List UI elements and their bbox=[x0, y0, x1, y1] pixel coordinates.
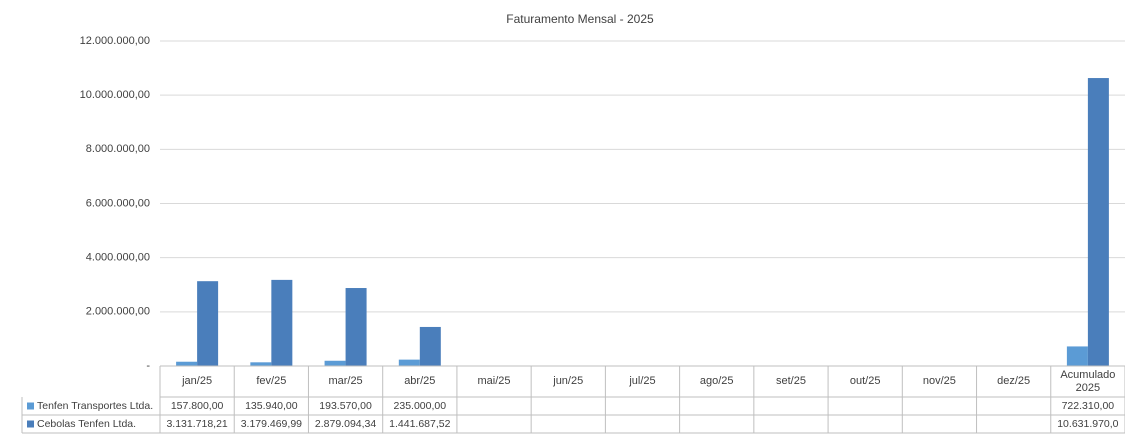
legend-swatch bbox=[27, 420, 34, 428]
table-value: 235.000,00 bbox=[394, 400, 447, 412]
chart-title: Faturamento Mensal - 2025 bbox=[506, 12, 654, 26]
x-tick-label: jan/25 bbox=[182, 375, 213, 387]
bar bbox=[250, 362, 272, 366]
x-tick-label: nov/25 bbox=[922, 375, 956, 387]
bar bbox=[1066, 346, 1088, 366]
table-value: 722.310,00 bbox=[1062, 400, 1115, 412]
x-tick-label: dez/25 bbox=[997, 375, 1031, 387]
x-tick-label-box: jul/25 bbox=[629, 375, 656, 387]
x-tick-label-box: out/25 bbox=[849, 375, 881, 387]
y-tick-label: 6.000.000,00 bbox=[86, 197, 150, 209]
x-tick-label-box: mai/25 bbox=[477, 375, 511, 387]
x-tick-label: abr/25 bbox=[404, 375, 436, 387]
x-tick-label: mar/25 bbox=[328, 375, 363, 387]
y-tick-label: 12.000.000,00 bbox=[80, 35, 150, 47]
x-tick-label-box: fev/25 bbox=[256, 375, 287, 387]
y-tick-label: 10.000.000,00 bbox=[80, 89, 150, 101]
table-value: 193.570,00 bbox=[319, 400, 372, 412]
x-tick-label: Acumulado 2025 bbox=[1060, 368, 1116, 394]
x-tick-label-box: abr/25 bbox=[404, 375, 436, 387]
x-tick-label: set/25 bbox=[775, 375, 806, 387]
x-tick-label-box: ago/25 bbox=[699, 375, 734, 387]
bar bbox=[197, 281, 219, 366]
bar bbox=[176, 361, 198, 366]
legend-swatch bbox=[27, 402, 34, 410]
x-tick-label: out/25 bbox=[849, 375, 881, 387]
y-tick-label: 4.000.000,00 bbox=[86, 252, 150, 264]
x-tick-label-box: jun/25 bbox=[553, 375, 584, 387]
table-value: 2.879.094,34 bbox=[315, 418, 376, 430]
table-value: 10.631.970,0 bbox=[1057, 418, 1118, 430]
x-tick-label: fev/25 bbox=[256, 375, 287, 387]
x-tick-label-box: mar/25 bbox=[328, 375, 363, 387]
bar bbox=[419, 326, 441, 366]
bar bbox=[271, 279, 293, 366]
x-tick-label-box: jan/25 bbox=[182, 375, 213, 387]
x-tick-label-box: nov/25 bbox=[922, 375, 956, 387]
x-tick-label: jun/25 bbox=[553, 375, 584, 387]
x-tick-label: mai/25 bbox=[477, 375, 511, 387]
bar bbox=[345, 288, 367, 366]
y-tick-label: 2.000.000,00 bbox=[86, 306, 150, 318]
x-tick-label-box: set/25 bbox=[775, 375, 806, 387]
x-tick-label: jul/25 bbox=[629, 375, 656, 387]
x-tick-label-box: Acumulado 2025 bbox=[1060, 368, 1116, 394]
y-tick-label: 8.000.000,00 bbox=[86, 143, 150, 155]
table-value: 135.940,00 bbox=[245, 400, 298, 412]
y-tick-label: - bbox=[146, 360, 150, 372]
table-value: 3.179.469,99 bbox=[241, 418, 302, 430]
legend-label: Tenfen Transportes Ltda. bbox=[37, 400, 153, 412]
legend-label: Cebolas Tenfen Ltda. bbox=[37, 418, 136, 430]
x-tick-label: ago/25 bbox=[699, 375, 734, 387]
bar bbox=[1087, 78, 1109, 366]
table-value: 3.131.718,21 bbox=[166, 418, 227, 430]
x-tick-label-box: dez/25 bbox=[997, 375, 1031, 387]
bar bbox=[324, 360, 346, 366]
table-value: 1.441.687,52 bbox=[389, 418, 450, 430]
bar bbox=[398, 359, 420, 366]
table-value: 157.800,00 bbox=[171, 400, 224, 412]
